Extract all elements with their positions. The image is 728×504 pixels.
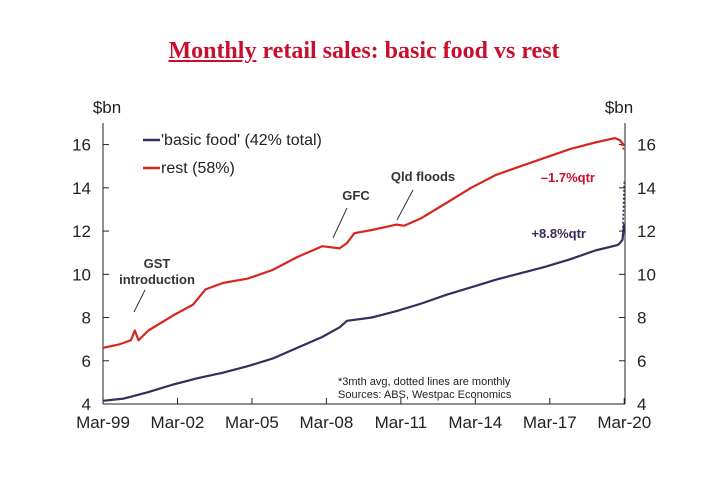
- y-tick-label-right: 4: [637, 395, 646, 414]
- annotation-gfc: GFC: [342, 188, 370, 203]
- annotation-qld-pointer: [396, 189, 414, 221]
- y-tick-label-left: 14: [72, 179, 91, 198]
- note-method: *3mth avg, dotted lines are monthly: [338, 376, 511, 388]
- y-tick-label-left: 6: [82, 352, 91, 371]
- y-tick-label-right: 6: [637, 352, 646, 371]
- annotation-gst-pointer: [133, 289, 146, 313]
- y-unit-right: $bn: [605, 98, 633, 117]
- y-tick-label-left: 16: [72, 136, 91, 155]
- series-line-basic-food: [102, 223, 626, 402]
- y-tick-label-right: 14: [637, 179, 656, 198]
- y-tick-label-left: 4: [82, 395, 91, 414]
- y-tick-label-right: 8: [637, 309, 646, 328]
- y-tick-label-right: 16: [637, 136, 656, 155]
- annotation-food-change: +8.8%qtr: [531, 226, 586, 241]
- annotation-gst-line2: introduction: [119, 272, 195, 287]
- chart-labels: $bn $bn 'basic food' (42% total) rest (58%)…: [93, 98, 633, 401]
- series-dotted-rest: [619, 140, 626, 152]
- x-tick-label: Mar-05: [225, 413, 279, 432]
- chart-title-underlined: Monthly: [168, 38, 257, 64]
- chart-title-rest: retail sales: basic food vs rest: [256, 38, 560, 64]
- legend-label-basic-food: 'basic food' (42% total): [161, 132, 322, 149]
- x-tick-label: Mar-14: [448, 413, 502, 432]
- x-tick-label: Mar-17: [523, 413, 577, 432]
- y-tick-label-left: 10: [72, 265, 91, 284]
- x-tick-label: Mar-08: [299, 413, 353, 432]
- x-tick-label: Mar-99: [76, 413, 130, 432]
- note-sources: Sources: ABS, Westpac Economics: [338, 389, 512, 401]
- annotation-gst-line1: GST: [144, 256, 171, 271]
- legend-label-rest: rest (58%): [161, 160, 235, 177]
- series-dotted-basic-food: [621, 181, 626, 240]
- x-tick-label: Mar-02: [151, 413, 205, 432]
- x-tick-label: Mar-20: [597, 413, 651, 432]
- series-line-rest: [102, 137, 626, 349]
- y-tick-label-right: 10: [637, 265, 656, 284]
- annotation-rest-change: –1.7%qtr: [541, 170, 595, 185]
- chart-title: Monthly retail sales: basic food vs rest: [0, 38, 728, 65]
- x-tick-label: Mar-11: [375, 413, 428, 432]
- y-tick-label-left: 12: [72, 222, 91, 241]
- annotation-qld: Qld floods: [391, 169, 455, 184]
- annotation-gfc-pointer: [332, 207, 348, 239]
- y-tick-label-left: 8: [82, 309, 91, 328]
- y-unit-left: $bn: [93, 98, 121, 117]
- series-lines: [102, 137, 626, 402]
- y-tick-label-right: 12: [637, 222, 656, 241]
- axes: 4 4 6 6 8 8 10 10 12 12 14 14 16 16 Mar-99 Mar-02 Mar-05…: [72, 123, 656, 432]
